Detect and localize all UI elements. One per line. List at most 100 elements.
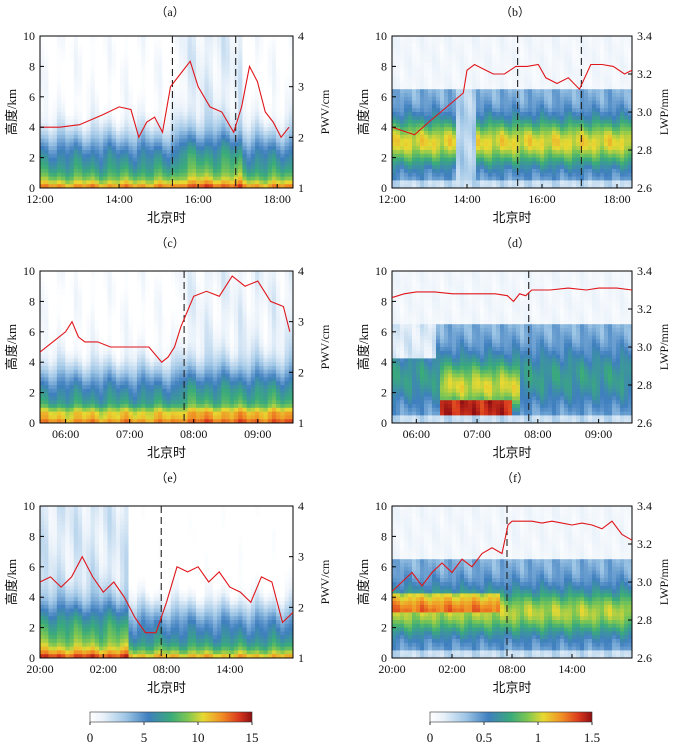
heatmap-cell xyxy=(452,172,457,178)
heatmap-cell xyxy=(592,161,597,166)
heatmap-cell xyxy=(604,172,609,178)
heatmap-cell xyxy=(472,150,477,155)
heatmap-cell xyxy=(544,55,549,60)
heatmap-cell xyxy=(107,169,113,174)
heatmap-cell xyxy=(153,131,159,136)
heatmap-cell xyxy=(48,297,54,302)
heatmap-cell xyxy=(271,39,277,45)
heatmap-cell xyxy=(592,138,597,143)
heatmap-cell xyxy=(69,134,75,140)
heatmap-cell xyxy=(225,165,231,170)
heatmap-cell xyxy=(468,70,473,75)
heatmap-cell xyxy=(183,157,189,162)
heatmap-cell xyxy=(444,93,449,98)
heatmap-cell xyxy=(170,62,176,67)
heatmap-cell xyxy=(612,70,617,75)
heatmap-cell xyxy=(149,115,155,121)
heatmap-cell xyxy=(592,36,597,41)
heatmap-cell xyxy=(52,62,58,67)
heatmap-cell xyxy=(608,81,613,86)
heatmap-cell xyxy=(263,85,269,90)
heatmap-cell xyxy=(416,180,421,185)
heatmap-cell xyxy=(484,142,489,147)
heatmap-cell xyxy=(238,55,243,60)
heatmap-cell xyxy=(267,58,273,64)
heatmap-cell xyxy=(528,115,533,121)
heatmap-cell xyxy=(456,36,461,41)
heatmap-cell xyxy=(528,55,533,60)
heatmap-cell xyxy=(263,51,269,56)
heatmap-cell xyxy=(73,161,79,166)
heatmap-cell xyxy=(424,146,429,151)
heatmap-cell xyxy=(416,169,421,174)
heatmap-cell xyxy=(528,176,533,181)
heatmap-cell xyxy=(532,184,537,188)
heatmap-cell xyxy=(588,47,593,52)
heatmap-cell xyxy=(136,115,142,121)
heatmap-cell xyxy=(221,62,227,67)
heatmap-cell xyxy=(476,55,481,60)
heatmap-cell xyxy=(468,123,473,128)
heatmap-cell xyxy=(404,138,409,143)
heatmap-cell xyxy=(496,93,501,98)
heatmap-cell xyxy=(404,146,409,151)
heatmap-cell xyxy=(488,93,493,98)
heatmap-cell xyxy=(552,39,557,45)
heatmap-cell xyxy=(288,169,293,174)
heatmap-cell xyxy=(396,108,401,113)
heatmap-cell xyxy=(242,51,248,56)
heatmap-cell xyxy=(238,176,243,181)
heatmap-cell xyxy=(552,153,557,159)
heatmap-cell xyxy=(267,119,273,124)
heatmap-cell xyxy=(572,169,577,174)
heatmap-cell xyxy=(238,47,243,52)
heatmap-cell xyxy=(516,51,521,56)
heatmap-cell xyxy=(484,47,489,52)
heatmap-cell xyxy=(191,77,197,83)
heatmap-cell xyxy=(259,43,265,48)
heatmap-cell xyxy=(460,85,465,90)
heatmap-cell xyxy=(584,47,589,52)
heatmap-cell xyxy=(120,138,125,143)
heatmap-cell xyxy=(90,146,96,151)
heatmap-cell xyxy=(221,172,227,178)
heatmap-cell xyxy=(120,39,125,45)
heatmap-cell xyxy=(73,157,79,162)
heatmap-cell xyxy=(288,161,293,166)
heatmap-cell xyxy=(124,108,130,113)
heatmap-cell xyxy=(452,184,457,188)
heatmap-cell xyxy=(288,47,293,52)
heatmap-cell xyxy=(52,134,58,140)
heatmap-cell xyxy=(536,66,541,71)
heatmap-cell xyxy=(464,58,469,64)
heatmap-cell xyxy=(242,108,248,113)
heatmap-cell xyxy=(508,36,513,41)
heatmap-cell xyxy=(608,51,613,56)
heatmap-cell xyxy=(600,142,605,147)
heatmap-cell xyxy=(428,169,433,174)
heatmap-cell xyxy=(136,127,142,132)
heatmap-cell xyxy=(141,39,147,45)
heatmap-cell xyxy=(420,77,425,83)
heatmap-cell xyxy=(120,36,125,41)
heatmap-cell xyxy=(141,176,147,181)
heatmap-cell xyxy=(440,172,445,178)
heatmap-cell xyxy=(179,66,184,71)
heatmap-cell xyxy=(255,127,260,132)
heatmap-cell xyxy=(428,55,433,60)
heatmap-cell xyxy=(73,119,79,124)
heatmap-cell xyxy=(225,58,231,64)
heatmap-cell xyxy=(153,51,159,56)
heatmap-cell xyxy=(552,74,557,79)
heatmap-cell xyxy=(221,66,227,71)
x-tick-label: 14:00 xyxy=(453,192,480,206)
heatmap-cell xyxy=(128,123,134,128)
heatmap-cell xyxy=(52,104,58,109)
heatmap-cell xyxy=(86,96,92,102)
heatmap-cell xyxy=(48,373,54,378)
heatmap-cell xyxy=(141,123,147,128)
heatmap-cell xyxy=(196,161,201,166)
heatmap-cell xyxy=(183,81,189,86)
heatmap-cell xyxy=(432,77,437,83)
heatmap-cell xyxy=(412,96,417,102)
